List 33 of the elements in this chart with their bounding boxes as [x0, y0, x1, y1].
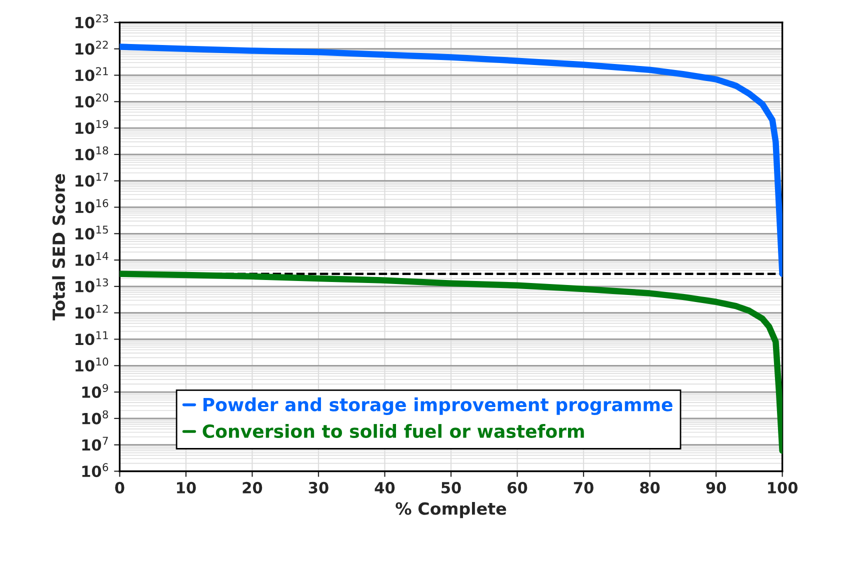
y-tick-label: 10$^{17}$ [76, 172, 108, 187]
legend-label: Powder and storage improvement programme [204, 397, 672, 416]
x-tick-label: 50 [442, 482, 461, 494]
x-tick-label: 40 [374, 482, 395, 494]
x-tick-label: 30 [308, 482, 328, 494]
y-tick-label: 10$^{15}$ [76, 226, 108, 240]
y-tick-label: 10$^{19}$ [76, 120, 108, 134]
x-tick-label: 20 [242, 482, 262, 494]
x-tick-label: 0 [115, 482, 124, 494]
y-tick-label: 10$^{18}$ [76, 146, 108, 160]
x-tick-label: 70 [574, 482, 594, 494]
y-tick-label: 10$^{6}$ [82, 463, 108, 478]
y-tick-label: 10$^{20}$ [76, 94, 108, 108]
y-tick-label: 10$^{8}$ [82, 410, 108, 424]
y-tick-label: 10$^{16}$ [76, 199, 108, 214]
y-tick-label: 10$^{23}$ [76, 14, 108, 28]
y-tick-label: 10$^{10}$ [76, 358, 108, 372]
y-tick-label: 10$^{13}$ [76, 278, 108, 292]
y-tick-label: 10$^{14}$ [76, 252, 108, 266]
x-tick-label: 80 [640, 482, 660, 494]
y-tick-label: 10$^{7}$ [82, 436, 108, 451]
y-tick-label: 10$^{11}$ [76, 331, 108, 346]
x-tick-label: 90 [706, 482, 726, 494]
y-tick-label: 10$^{12}$ [76, 304, 108, 319]
x-tick-label: 100 [768, 482, 798, 494]
y-tick-label: 10$^{22}$ [76, 40, 108, 55]
y-axis-title: Total SED Score [52, 174, 66, 320]
y-tick-label: 10$^{9}$ [82, 384, 108, 398]
y-tick-label: 10$^{21}$ [76, 67, 108, 82]
x-tick-label: 10 [177, 482, 196, 494]
x-tick-label: 60 [508, 482, 528, 494]
legend-label: Conversion to solid fuel or wasteform [202, 424, 584, 438]
x-axis-title: % Complete [396, 502, 506, 518]
